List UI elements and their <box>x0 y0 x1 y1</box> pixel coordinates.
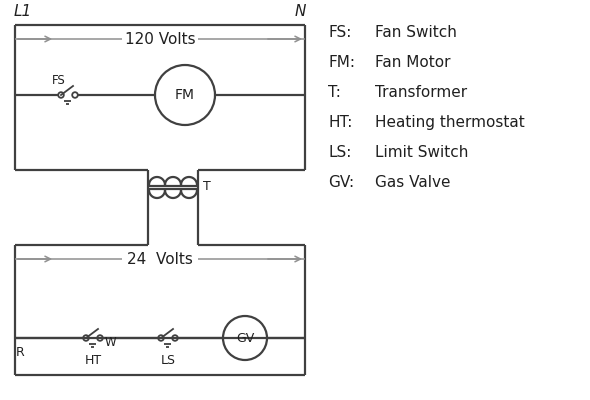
Text: Heating thermostat: Heating thermostat <box>375 115 525 130</box>
Text: HT:: HT: <box>328 115 352 130</box>
Text: T: T <box>203 180 211 194</box>
Text: W: W <box>105 336 117 348</box>
Text: 24  Volts: 24 Volts <box>127 252 193 266</box>
Text: Limit Switch: Limit Switch <box>375 145 468 160</box>
Text: FM:: FM: <box>328 55 355 70</box>
Text: LS: LS <box>160 354 175 367</box>
Text: T:: T: <box>328 85 341 100</box>
Text: Gas Valve: Gas Valve <box>375 175 451 190</box>
Text: L1: L1 <box>14 4 32 19</box>
Text: GV:: GV: <box>328 175 354 190</box>
Text: GV: GV <box>236 332 254 344</box>
Text: Fan Switch: Fan Switch <box>375 25 457 40</box>
Text: 120 Volts: 120 Volts <box>124 32 195 46</box>
Text: FS:: FS: <box>328 25 352 40</box>
Text: HT: HT <box>84 354 101 367</box>
Text: FM: FM <box>175 88 195 102</box>
Text: Fan Motor: Fan Motor <box>375 55 451 70</box>
Text: LS:: LS: <box>328 145 352 160</box>
Text: FS: FS <box>52 74 66 87</box>
Text: N: N <box>294 4 306 19</box>
Text: Transformer: Transformer <box>375 85 467 100</box>
Text: R: R <box>16 346 25 359</box>
